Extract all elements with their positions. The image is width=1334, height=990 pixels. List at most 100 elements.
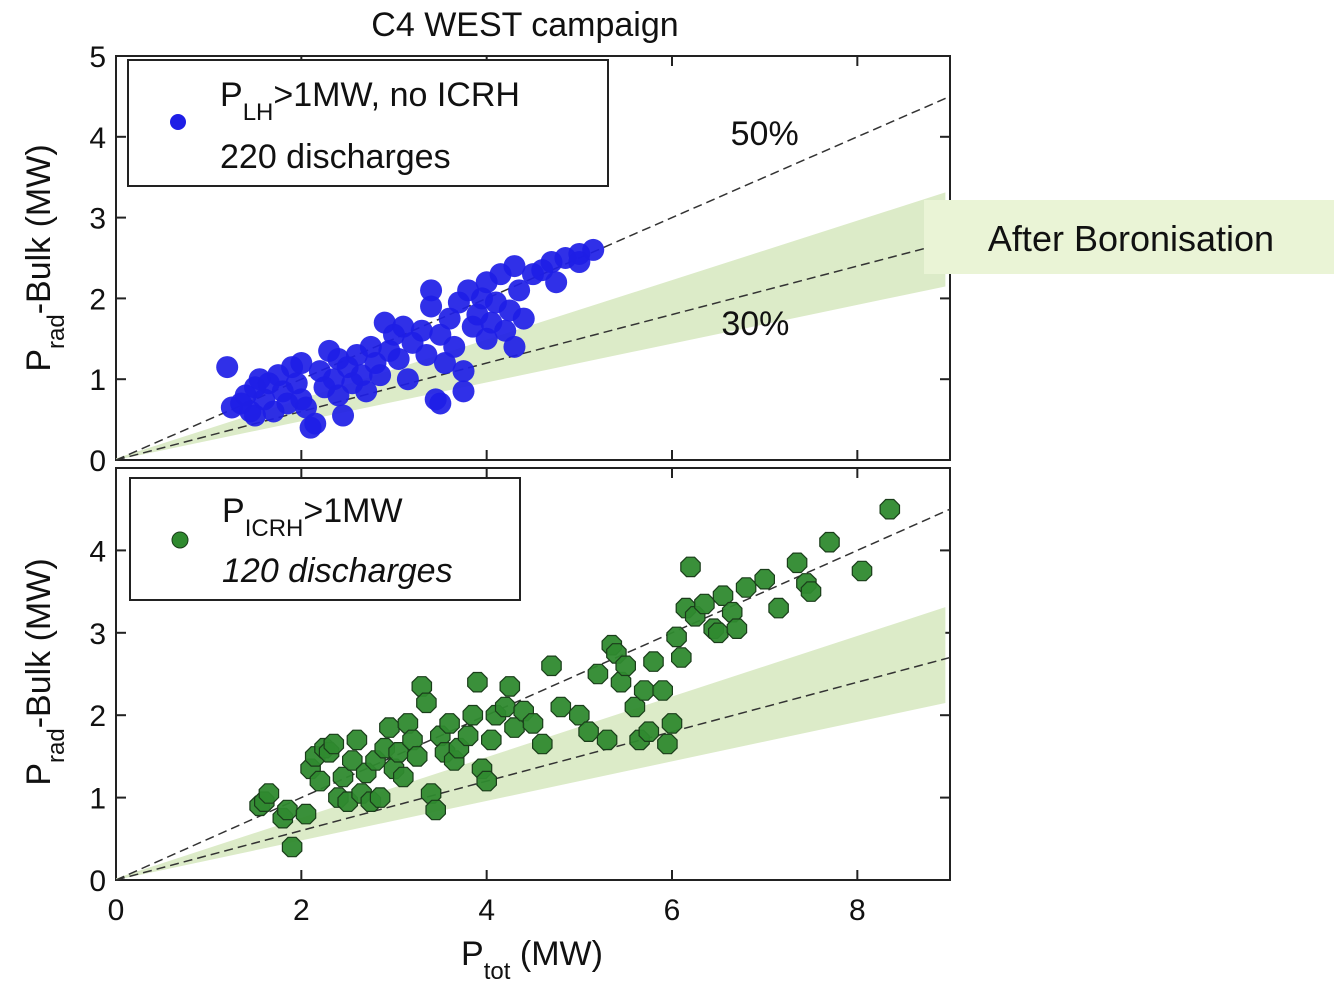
bottom-data-point (768, 597, 789, 619)
bottom-data-point (578, 721, 599, 743)
top-data-point (452, 360, 475, 383)
bottom-data-point (522, 713, 544, 734)
bottom-data-point (879, 498, 901, 520)
top-y-tick-label: 0 (89, 445, 106, 478)
x-axis-title: Ptot (MW) (461, 935, 603, 985)
bottom-data-point (726, 618, 748, 640)
top-data-point (438, 307, 461, 330)
top-reference-label: 30% (721, 305, 789, 343)
top-data-point (244, 404, 266, 427)
top-reference-labels: 50% 30% (721, 115, 798, 343)
bottom-legend-marker (171, 531, 189, 549)
bottom-data-point (425, 799, 446, 821)
top-data-point (429, 392, 452, 415)
bottom-data-point (531, 733, 553, 755)
top-y-tick-label: 2 (89, 283, 106, 316)
bottom-data-point (416, 692, 437, 714)
bottom-data-point (638, 721, 660, 743)
bottom-data-point (309, 770, 331, 792)
bottom-band-layer (116, 607, 946, 880)
bottom-boronisation-band (116, 607, 946, 880)
top-ylabel-sub: rad (43, 314, 70, 349)
top-y-ticks: 0 1 2 3 4 5 (89, 41, 950, 478)
top-data-point (396, 368, 419, 391)
bottom-y-ticks: 0 1 2 3 4 (89, 535, 950, 898)
bottom-data-point (670, 647, 692, 668)
bottom-data-point (643, 651, 664, 672)
xlabel-rest: (MW) (510, 935, 603, 973)
bottom-y-tick-label: 3 (89, 618, 106, 651)
bottom-data-point (258, 783, 280, 804)
bottom-data-point (786, 552, 808, 574)
bottom-data-point (707, 622, 729, 644)
bottom-legend-line2: 120 discharges (222, 552, 453, 590)
bottom-data-point (504, 717, 525, 738)
top-data-point (392, 315, 415, 338)
bottom-data-point (346, 729, 368, 751)
bottom-plot-frame (115, 467, 951, 881)
bottom-reference-line (115, 508, 951, 881)
bottom-y-tick-label: 0 (89, 865, 106, 898)
bottom-x-tick-label: 4 (478, 894, 495, 927)
bottom-data-point (615, 655, 637, 677)
bottom-data-point (281, 836, 303, 858)
top-data-point (494, 319, 517, 342)
top-data-point (452, 380, 475, 403)
top-data-point (420, 295, 443, 318)
callout-text: After Boronisation (988, 218, 1274, 259)
bottom-data-point (323, 733, 345, 755)
bottom-y-tick-label: 4 (89, 535, 106, 568)
top-legend-p: P (220, 76, 243, 114)
bottom-ylabel-p: P (20, 763, 58, 786)
top-data-point (332, 404, 355, 427)
bottom-legend: PICRH>1MW 120 discharges (129, 477, 521, 601)
bottom-data-point (800, 581, 822, 602)
top-data-point (355, 380, 378, 403)
top-data-point (290, 352, 313, 375)
top-data-point (503, 335, 526, 358)
bottom-legend-box (129, 477, 521, 601)
bottom-reference-line (115, 656, 951, 881)
bottom-data-point (666, 626, 687, 648)
xlabel-p: P (461, 935, 484, 973)
bottom-data-point (277, 799, 298, 821)
top-data-point (369, 364, 392, 387)
bottom-data-point (499, 676, 521, 697)
bottom-reference-lines (115, 508, 951, 881)
bottom-data-point (369, 787, 391, 808)
chart-title: C4 WEST campaign (371, 6, 678, 44)
top-legend-marker (170, 114, 186, 130)
bottom-x-tick-label: 8 (849, 894, 866, 927)
bottom-legend-sub: ICRH (245, 515, 304, 542)
bottom-data-point (652, 680, 674, 701)
bottom-data-point (596, 729, 618, 751)
top-data-point (508, 279, 531, 302)
boronisation-callout: After Boronisation (924, 200, 1334, 274)
bottom-data-point (694, 593, 715, 615)
top-data-point (503, 255, 526, 278)
top-data-point (294, 396, 317, 419)
top-ylabel-p: P (20, 349, 58, 372)
bottom-y-tick-label: 2 (89, 700, 106, 733)
top-legend-line2: 220 discharges (220, 138, 451, 176)
top-data-point (420, 279, 443, 302)
bottom-data-point (393, 766, 414, 788)
bottom-legend-rest: >1MW (303, 492, 402, 530)
top-legend-box (127, 59, 609, 187)
bottom-data-point (819, 531, 840, 553)
top-data-points (216, 238, 605, 439)
callout-box (924, 200, 1334, 274)
bottom-data-point (462, 704, 484, 726)
bottom-data-point (735, 577, 757, 598)
bottom-x-ticks: 0 2 4 6 8 (108, 468, 866, 927)
bottom-data-point (541, 655, 562, 677)
bottom-data-point (406, 746, 428, 767)
bottom-data-point (550, 696, 572, 718)
bottom-x-tick-label: 0 (108, 894, 125, 927)
bottom-ylabel-rest: -Bulk (MW) (20, 558, 58, 728)
bottom-data-point (661, 713, 683, 734)
bottom-data-points (249, 498, 901, 858)
